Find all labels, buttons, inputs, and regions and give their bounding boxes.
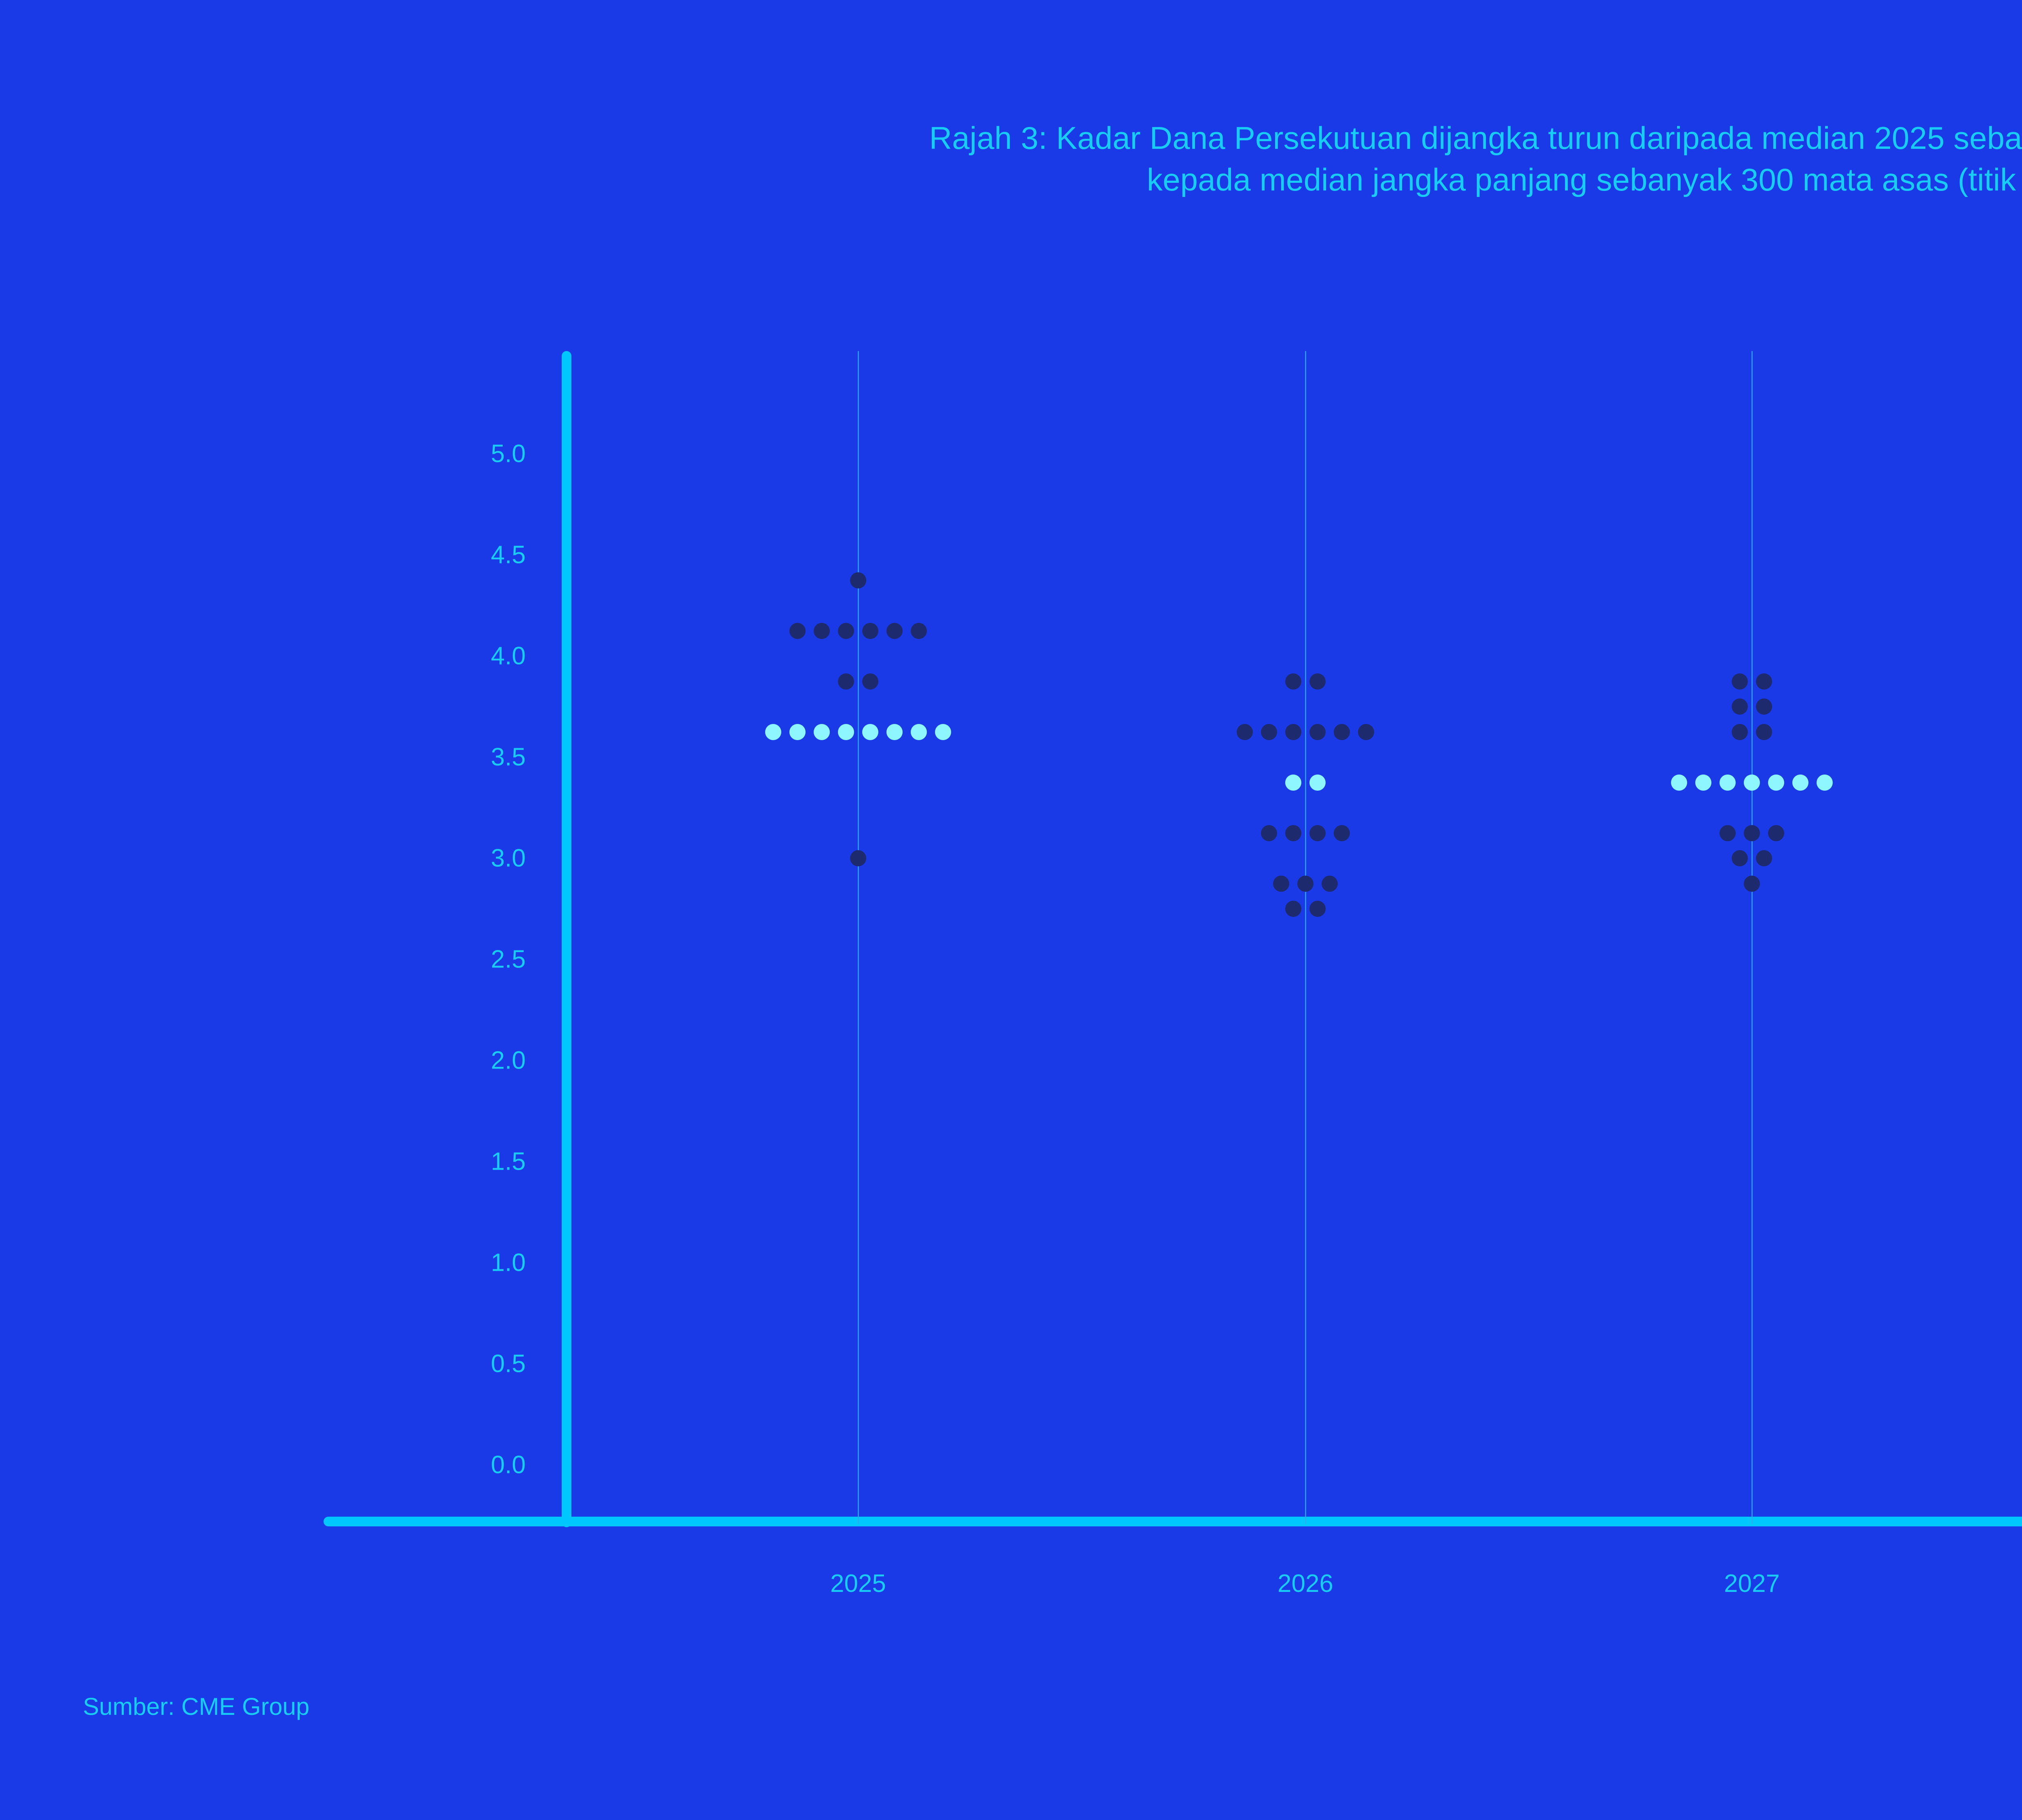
participant-dot	[1756, 673, 1772, 690]
participant-dot	[1358, 724, 1374, 740]
y-tick-label: 2.0	[491, 1046, 526, 1075]
participant-dot	[814, 622, 830, 639]
y-tick-label: 4.0	[491, 642, 526, 670]
median-dot	[1768, 774, 1784, 791]
participant-dot	[1297, 875, 1313, 892]
median-dot	[1792, 774, 1808, 791]
median-dot	[1695, 774, 1711, 791]
source-note: Sumber: CME Group	[83, 1693, 310, 1720]
participant-dot	[1285, 825, 1301, 841]
participant-dot	[1285, 673, 1301, 690]
median-dot	[935, 724, 951, 740]
participant-dot	[1720, 825, 1736, 841]
median-dot	[814, 724, 830, 740]
participant-dot	[1309, 901, 1326, 917]
participant-dot	[1285, 901, 1301, 917]
median-dot	[789, 724, 806, 740]
participant-dot	[1309, 724, 1326, 740]
y-tick-label: 5.0	[491, 440, 526, 468]
median-dot	[1720, 774, 1736, 791]
median-dot	[886, 724, 903, 740]
participant-dot	[1744, 825, 1760, 841]
participant-dot	[1309, 825, 1326, 841]
participant-dot	[1261, 825, 1277, 841]
participant-dot	[1322, 875, 1338, 892]
participant-dot	[911, 622, 927, 639]
participant-dot	[838, 673, 854, 690]
participant-dot	[1285, 724, 1301, 740]
median-dot	[1817, 774, 1833, 791]
participant-dot	[1756, 850, 1772, 866]
participant-dot	[838, 622, 854, 639]
participant-dot	[1732, 724, 1748, 740]
median-dot	[765, 724, 781, 740]
gridline-2027	[1751, 351, 1753, 1524]
participant-dot	[1768, 825, 1784, 841]
participant-dot	[1309, 673, 1326, 690]
y-tick-label: 1.5	[491, 1147, 526, 1176]
participant-dot	[1237, 724, 1253, 740]
median-dot	[1671, 774, 1687, 791]
y-tick-label: 0.5	[491, 1350, 526, 1378]
gridline-2026	[1305, 351, 1306, 1524]
y-tick-label: 3.0	[491, 844, 526, 872]
median-dot	[862, 724, 878, 740]
y-axis-line	[562, 351, 571, 1527]
participant-dot	[1732, 673, 1748, 690]
participant-dot	[862, 622, 878, 639]
y-axis-tick-labels: 5.0 4.5 4.0 3.5 3.0 2.5 2.0 1.5 1.0 0.5 0.0	[388, 0, 526, 1820]
y-tick-label: 0.0	[491, 1451, 526, 1479]
x-tick-label-2025: 2025	[830, 1570, 886, 1598]
median-dot	[911, 724, 927, 740]
y-tick-label: 3.5	[491, 743, 526, 771]
participant-dot	[1756, 724, 1772, 740]
median-dot	[838, 724, 854, 740]
y-tick-label: 1.0	[491, 1249, 526, 1277]
x-tick-label-2027: 2027	[1724, 1570, 1780, 1598]
median-dot	[1744, 774, 1760, 791]
participant-dot	[850, 572, 866, 588]
participant-dot	[1334, 825, 1350, 841]
median-dot	[1309, 774, 1326, 791]
chart-title: Rajah 3: Kadar Dana Persekutuan dijangka…	[0, 117, 2022, 201]
chart-title-line-2: kepada median jangka panjang sebanyak 30…	[1146, 161, 2022, 197]
y-tick-label: 4.5	[491, 541, 526, 569]
participant-dot	[850, 850, 866, 866]
participant-dot	[1273, 875, 1289, 892]
participant-dot	[1744, 875, 1760, 892]
participant-dot	[862, 673, 878, 690]
x-tick-label-2026: 2026	[1277, 1570, 1333, 1598]
participant-dot	[1756, 698, 1772, 715]
x-axis-line	[324, 1517, 2022, 1526]
participant-dot	[886, 622, 903, 639]
participant-dot	[1334, 724, 1350, 740]
participant-dot	[1261, 724, 1277, 740]
y-tick-label: 2.5	[491, 945, 526, 973]
participant-dot	[1732, 850, 1748, 866]
participant-dot	[789, 622, 806, 639]
median-dot	[1285, 774, 1301, 791]
participant-dot	[1732, 698, 1748, 715]
chart-title-line-1: Rajah 3: Kadar Dana Persekutuan dijangka…	[929, 120, 2022, 156]
gridline-2025	[858, 351, 859, 1524]
